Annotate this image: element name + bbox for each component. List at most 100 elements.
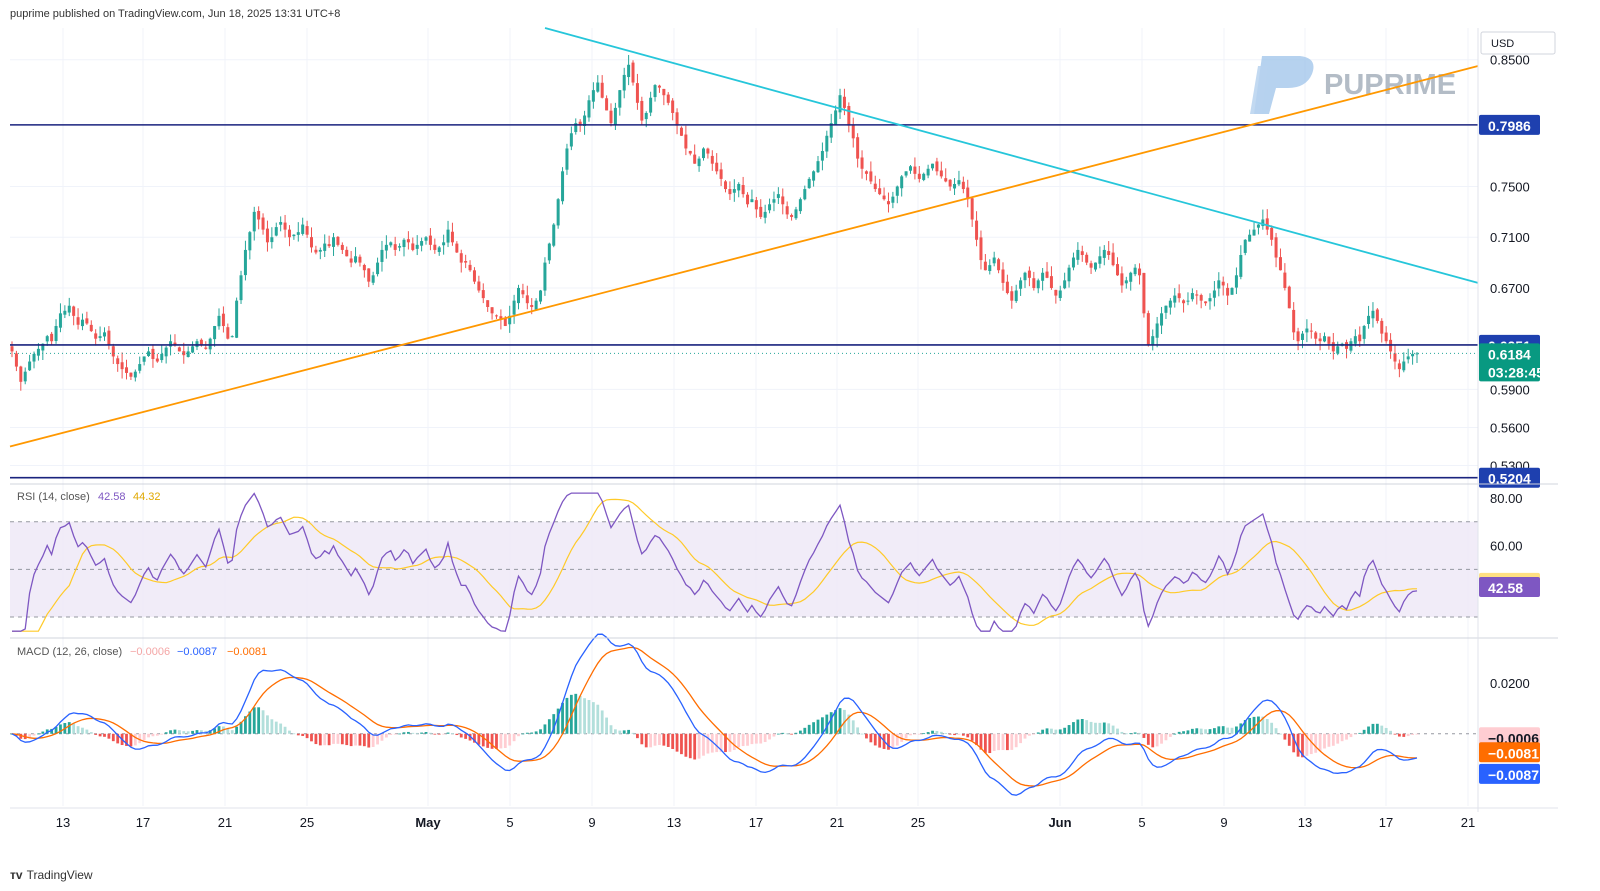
macd-histogram-bar [1252,716,1256,734]
candle-body [1168,300,1172,308]
macd-histogram-bar [459,733,463,738]
level-price-tag[interactable] [1479,467,1540,488]
candle-body [587,100,591,118]
macd-histogram-bar [662,733,666,746]
macd-signal-legend-value: −0.0081 [227,646,267,658]
macd-histogram-bar [878,733,882,748]
candle-body [1102,249,1106,258]
macd-hist-tag[interactable] [1479,727,1540,748]
candle-body [693,154,697,164]
macd-legend-title[interactable]: MACD (12, 26, close) [17,646,122,658]
macd-histogram-bar [248,711,252,734]
candle-body [1098,256,1102,264]
candle-body [671,100,675,113]
rsi-legend-title[interactable]: RSI (14, close) [17,491,90,503]
candle-body [512,300,516,315]
candle-body [666,94,670,103]
candle-body [895,186,899,196]
candle-body [931,163,935,169]
macd-histogram-bar [19,733,23,739]
macd-line-tag[interactable] [1479,763,1540,784]
level-price-tag[interactable] [1479,114,1540,135]
macd-histogram-bar [1129,733,1133,735]
macd-histogram-bar [825,714,829,734]
macd-histogram-bar [565,697,569,734]
macd-histogram-bar [195,730,199,734]
time-tick-label: 17 [1379,815,1393,830]
currency-button[interactable] [1480,31,1556,55]
rsi-tick-label: 80.00 [1490,491,1523,506]
macd-histogram-bar [759,733,763,744]
candle-body [89,324,93,332]
footer: ᴛᴠ TradingView [10,868,93,882]
ascending-trendline[interactable] [9,65,1479,448]
rsi-tick-label: 60.00 [1490,539,1523,554]
macd-histogram-bar [98,733,102,737]
macd-histogram-bar [737,733,741,748]
candle-body [1208,298,1212,302]
macd-histogram-bar [794,732,798,734]
candle-body [763,211,767,218]
candle-body [1063,280,1067,289]
macd-histogram-bar [834,710,838,734]
macd-histogram-bar [609,725,613,734]
macd-histogram-bar [1358,732,1362,734]
macd-signal-tag[interactable] [1479,742,1540,763]
time-tick-label: 13 [56,815,70,830]
candle-body [565,148,569,170]
candle-body [221,313,225,327]
candle-body [662,88,666,96]
candle-body [72,306,76,316]
time-tick-label: 9 [1220,815,1227,830]
last-price-tag[interactable] [1479,343,1540,382]
candle-body [235,300,239,338]
candle-body [997,259,1001,271]
candle-body [213,326,217,340]
macd-histogram-bar [1375,723,1379,734]
candle-body [988,265,992,272]
macd-histogram-bar [1353,733,1357,735]
candle-body [1116,264,1120,276]
candle-body [433,244,437,250]
candle-body [948,179,952,187]
candle-body [521,290,525,295]
candle-body [1349,341,1353,351]
macd-histogram-bar [926,732,930,734]
candle-body [1243,239,1247,253]
macd-histogram-bar [539,729,542,734]
macd-histogram-bar [680,733,683,755]
macd-histogram-bar [706,733,710,754]
candle-body [1406,356,1410,360]
candle-body [547,243,551,261]
candle-body [349,258,353,263]
macd-histogram-bar [129,733,133,747]
candle-body [829,123,833,138]
candle-body [376,262,380,275]
candle-body [371,275,375,283]
macd-histogram-bar [332,733,335,744]
macd-histogram-bar [1063,727,1067,734]
candle-body [1182,300,1186,304]
macd-line [11,633,1418,796]
candle-body [292,234,296,237]
candle-body [19,366,23,382]
macd-histogram-bar [552,714,556,734]
macd-histogram-bar [1217,726,1221,734]
macd-histogram-bar [420,732,424,734]
candle-body [486,300,490,307]
macd-histogram-bar [1155,733,1159,747]
rsi-tag[interactable] [1479,577,1540,597]
candle-body [1032,278,1036,288]
candle-body [1353,336,1357,344]
macd-histogram-bar [1107,723,1111,734]
candle-body [715,162,719,172]
descending-trendline[interactable] [544,27,1479,284]
candle-body [1138,268,1142,276]
macd-histogram-bar [1010,733,1014,750]
candle-body [499,316,503,320]
macd-histogram-bar [464,733,468,739]
candle-body [1380,320,1384,334]
candle-body [825,135,829,152]
candle-body [820,151,824,161]
